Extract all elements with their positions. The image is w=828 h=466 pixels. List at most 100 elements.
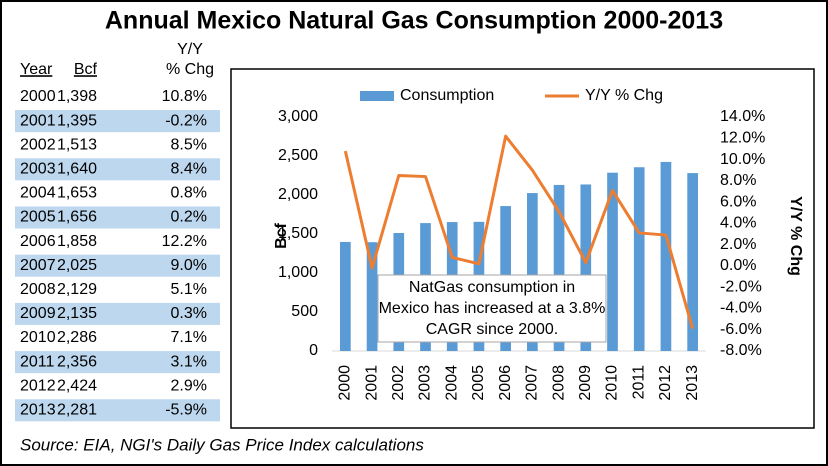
- table-header: Year: [20, 61, 53, 78]
- y2-tick-label: 8.0%: [720, 172, 756, 189]
- table-cell: 3.1%: [171, 353, 207, 370]
- y2-tick-label: 14.0%: [720, 108, 765, 125]
- bar: [607, 172, 618, 351]
- table-cell: 2010: [20, 329, 56, 346]
- chart-frame: [230, 68, 815, 429]
- table-cell: 1,513: [57, 136, 97, 153]
- table-cell: 2009: [20, 305, 56, 322]
- x-tick-label: 2007: [524, 365, 541, 401]
- y2-tick-label: -4.0%: [720, 300, 762, 317]
- table-cell: 0.3%: [171, 305, 207, 322]
- legend-label: Consumption: [400, 87, 494, 104]
- y2-tick-label: 2.0%: [720, 236, 756, 253]
- table-row-band: [15, 351, 220, 374]
- table-cell: 1,398: [57, 88, 97, 105]
- table-cell: 7.1%: [171, 329, 207, 346]
- bar: [580, 184, 592, 351]
- table-cell: 2.9%: [171, 377, 207, 394]
- y2-tick-label: 10.0%: [720, 151, 765, 168]
- table-header: Y/Y: [177, 41, 203, 58]
- table-cell: 2,424: [57, 377, 97, 394]
- table-cell: 8.5%: [171, 136, 207, 153]
- y-tick-label: 1,500: [278, 225, 318, 242]
- y2-tick-label: 12.0%: [720, 129, 765, 146]
- table-cell: 2,281: [57, 402, 97, 419]
- line: [343, 134, 695, 330]
- table-row-band: [15, 110, 220, 133]
- table-cell: 2012: [20, 377, 56, 394]
- table-cell: 2011: [20, 353, 55, 370]
- table-cell: 2,025: [57, 257, 97, 274]
- annotation: NatGas consumption in: [409, 279, 575, 296]
- y-tick-label: 1,000: [278, 264, 318, 281]
- y2-tick-label: -8.0%: [720, 342, 762, 359]
- table-cell: 2,286: [57, 329, 97, 346]
- bar: [553, 184, 565, 351]
- table-header: % Chg: [166, 61, 214, 78]
- bar: [687, 173, 698, 351]
- table-header: Bcf: [74, 61, 98, 78]
- x-tick-label: 2008: [550, 365, 567, 401]
- table-cell: 10.8%: [162, 88, 207, 105]
- table-cell: 2,129: [57, 281, 97, 298]
- table-cell: 0.8%: [171, 185, 207, 202]
- table-row-band: [15, 158, 220, 181]
- table-cell: 2001: [20, 112, 56, 129]
- table-row-band: [15, 399, 220, 422]
- bar: [660, 161, 672, 351]
- bar: [527, 193, 538, 351]
- table-cell: 2002: [20, 136, 56, 153]
- table-row-band: [15, 302, 220, 325]
- table-cell: -0.2%: [165, 112, 207, 129]
- table-row-band: [15, 254, 220, 277]
- y-tick-label: 0: [309, 342, 318, 359]
- table-cell: 8.4%: [171, 161, 207, 178]
- table-cell: 1,858: [57, 233, 97, 250]
- bar: [633, 167, 645, 351]
- x-tick-label: 2011: [630, 365, 647, 400]
- table-cell: 0.2%: [171, 209, 207, 226]
- x-tick-label: 2013: [684, 365, 701, 401]
- x-tick-label: 2004: [443, 365, 460, 401]
- x-tick-label: 2005: [470, 365, 487, 401]
- x-tick-label: 2002: [390, 365, 407, 401]
- table-cell: 2,135: [57, 305, 97, 322]
- legend-label: Y/Y % Chg: [585, 87, 663, 104]
- table-cell: 2013: [20, 402, 56, 419]
- annotation-box: [377, 274, 607, 343]
- y-tick-label: 2,500: [278, 147, 318, 164]
- x-tick-label: 2006: [497, 365, 514, 401]
- x-tick-label: 2001: [363, 365, 380, 401]
- x-tick-label: 2010: [604, 365, 621, 401]
- y-tick-label: 500: [291, 303, 318, 320]
- table-cell: 2007: [20, 257, 56, 274]
- source: Source: EIA, NGI's Daily Gas Price Index…: [20, 435, 424, 454]
- table-cell: -5.9%: [165, 402, 207, 419]
- annotation: Mexico has increased at a 3.8%: [379, 300, 606, 317]
- table-cell: 5.1%: [171, 281, 207, 298]
- y2-tick-label: 6.0%: [720, 193, 756, 210]
- y2-tick-label: -6.0%: [720, 321, 762, 338]
- table-cell: 2008: [20, 281, 56, 298]
- table-cell: 1,653: [57, 185, 97, 202]
- table-cell: 1,656: [57, 209, 97, 226]
- bar: [366, 242, 378, 351]
- y-tick-label: 3,000: [278, 108, 318, 125]
- table-row-band: [15, 206, 220, 229]
- legend-swatch: [360, 91, 394, 101]
- y2-tick-label: -2.0%: [720, 278, 762, 295]
- table-cell: 2006: [20, 233, 56, 250]
- y-axis-label: Bcf: [273, 222, 290, 248]
- x-tick-label: 2003: [417, 365, 434, 401]
- x-tick-label: 2012: [657, 365, 674, 401]
- y-tick-label: 2,000: [278, 186, 318, 203]
- y2-axis-label: Y/Y % Chg: [787, 196, 804, 276]
- y2-tick-label: 4.0%: [720, 215, 756, 232]
- table-cell: 1,640: [57, 161, 97, 178]
- x-tick-label: 2000: [337, 365, 354, 401]
- x-tick-label: 2009: [577, 365, 594, 401]
- table-cell: 12.2%: [162, 233, 207, 250]
- y2-tick-label: 0.0%: [720, 257, 756, 274]
- table-cell: 1,395: [57, 112, 97, 129]
